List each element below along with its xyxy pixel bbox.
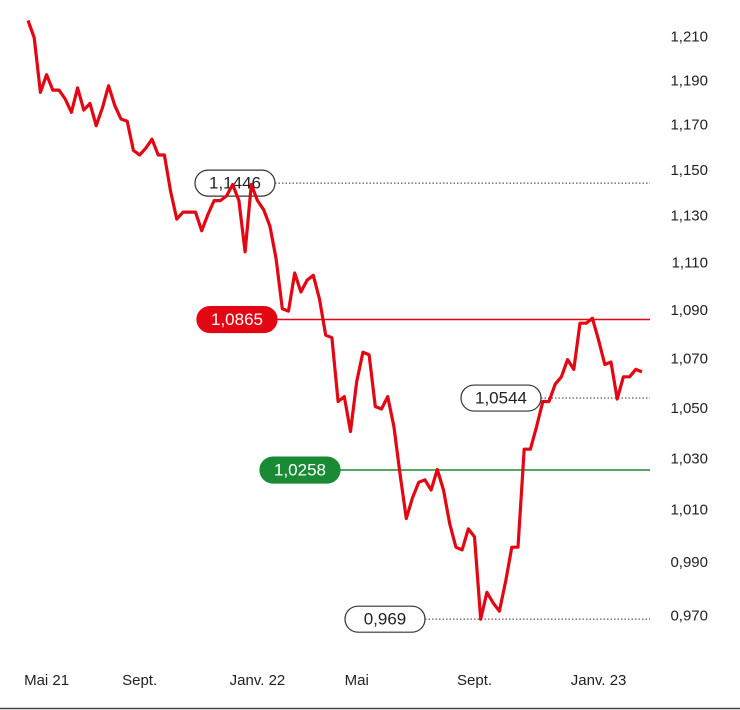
y-tick-label: 1,210 [670, 29, 708, 46]
y-tick-label: 1,110 [672, 254, 708, 271]
x-tick-label: Mai 21 [24, 672, 69, 689]
reference-label: 1,0544 [475, 389, 527, 408]
y-tick-label: 1,050 [670, 400, 708, 417]
x-tick-label: Janv. 23 [571, 672, 627, 689]
y-tick-label: 1,150 [670, 162, 708, 179]
reference-pill [460, 384, 542, 412]
x-tick-label: Sept. [457, 672, 492, 689]
reference-label: 1,0258 [274, 461, 326, 480]
x-tick-label: Mai [345, 672, 369, 689]
y-tick-label: 1,130 [670, 208, 708, 225]
reference-pill [344, 605, 426, 633]
reference-label: 1,1446 [209, 174, 261, 193]
x-tick-label: Janv. 22 [230, 672, 286, 689]
y-tick-label: 0,990 [670, 554, 708, 571]
y-tick-label: 1,010 [670, 502, 708, 519]
price-line [26, 19, 643, 621]
reference-pill [196, 305, 278, 334]
reference-label: 0,969 [364, 610, 407, 629]
reference-pill [259, 456, 341, 484]
y-tick-label: 0,970 [670, 607, 708, 624]
reference-label: 1,0865 [211, 310, 263, 329]
y-tick-label: 1,070 [670, 351, 708, 368]
x-tick-label: Sept. [122, 672, 157, 689]
y-tick-label: 1,170 [670, 117, 708, 134]
y-tick-label: 1,030 [670, 450, 708, 467]
y-tick-label: 1,090 [670, 302, 708, 319]
y-tick-label: 1,190 [670, 72, 708, 89]
